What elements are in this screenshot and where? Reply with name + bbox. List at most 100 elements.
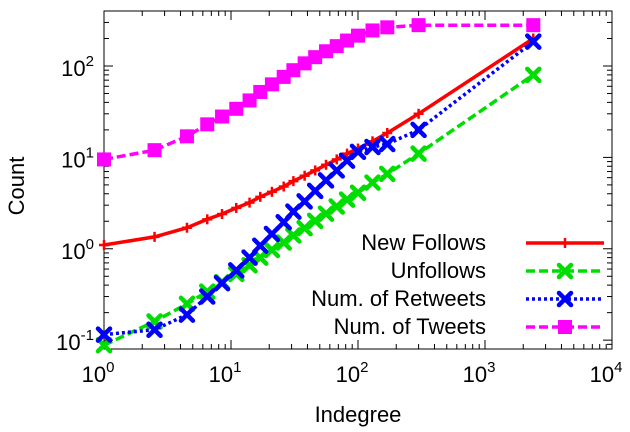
legend-swatch-marker-b (556, 290, 574, 308)
data-point (340, 33, 355, 48)
x-axis-label: Indegree (315, 402, 402, 427)
data-point (264, 77, 279, 92)
data-point-b (349, 143, 367, 161)
data-point (297, 56, 312, 71)
series-layer (95, 18, 542, 354)
data-point (263, 225, 281, 243)
legend-label: Num. of Retweets (311, 286, 486, 311)
data-point-b (328, 198, 345, 215)
data-point (526, 18, 541, 33)
legend-swatch-marker (556, 262, 574, 280)
legend-swatch-marker (558, 320, 572, 334)
data-point (253, 84, 268, 99)
x-tick-exponent: 0 (106, 359, 114, 376)
data-point-b (379, 165, 396, 183)
data-point (319, 44, 334, 59)
y-tick-exponent: -1 (81, 327, 94, 344)
data-point (380, 20, 395, 35)
data-point (317, 205, 335, 222)
x-tick-label: 103 (463, 359, 496, 387)
data-point (286, 63, 301, 78)
x-tick-exponent: 2 (360, 359, 368, 376)
data-point (365, 23, 380, 38)
series-4 (97, 18, 541, 167)
data-point (242, 93, 257, 108)
data-point-b (317, 205, 335, 222)
data-point (525, 33, 542, 50)
data-point (255, 191, 266, 202)
data-point (231, 202, 242, 213)
data-point-b (285, 227, 302, 244)
legend-label: Num. of Tweets (334, 314, 486, 339)
data-point-b (228, 262, 245, 279)
data-point (296, 219, 313, 237)
data-point (310, 165, 321, 176)
data-point (146, 321, 163, 338)
data-point (285, 227, 302, 244)
data-point-b (198, 288, 216, 305)
data-point (525, 66, 542, 84)
data-point-b (228, 265, 245, 283)
y-tick-label: 102 (61, 53, 94, 81)
data-point-b (364, 138, 381, 156)
x-tick-exponent: 1 (233, 359, 241, 376)
x-tick-base: 10 (209, 362, 233, 387)
y-tick-label: 10-1 (56, 327, 94, 355)
data-point (97, 152, 111, 167)
x-tick-label: 104 (590, 359, 623, 387)
x-tick-label: 102 (336, 359, 369, 387)
data-point (95, 326, 113, 343)
series-line (103, 37, 535, 247)
data-point (244, 197, 255, 208)
x-tick-base: 10 (82, 362, 106, 387)
data-point (278, 181, 289, 192)
data-point (379, 135, 396, 153)
data-point (198, 288, 216, 305)
data-point (413, 108, 424, 119)
data-point (288, 176, 299, 187)
legend: New Follows Unfollows Num. of Retweets Num.… (311, 230, 604, 339)
x-tick-exponent: 4 (614, 359, 622, 376)
data-point (147, 143, 162, 158)
data-point-b (525, 33, 542, 50)
data-point-b (525, 66, 542, 84)
legend-swatch-marker (556, 290, 574, 308)
data-point (410, 121, 427, 139)
data-point (228, 262, 245, 279)
data-point (308, 50, 323, 65)
data-point (342, 148, 353, 159)
x-tick-label: 101 (209, 359, 242, 387)
data-point-b (296, 219, 313, 237)
series-3 (95, 33, 542, 343)
data-point (351, 28, 365, 43)
x-tick-base: 10 (590, 362, 614, 387)
y-tick-base: 10 (56, 330, 80, 355)
data-point (181, 222, 192, 233)
data-point (252, 237, 269, 254)
data-point-b (213, 274, 231, 292)
data-point (229, 101, 244, 116)
y-tick-base: 10 (61, 239, 85, 264)
data-point-b (252, 237, 269, 254)
data-point (379, 165, 396, 183)
data-point (215, 109, 230, 124)
data-point (306, 212, 324, 230)
y-tick-exponent: 0 (86, 236, 94, 253)
data-point (149, 231, 160, 242)
y-tick-base: 10 (61, 147, 85, 172)
data-point (263, 241, 281, 259)
data-point-b (364, 174, 381, 191)
legend-label: New Follows (361, 230, 486, 255)
data-point (331, 154, 342, 165)
legend-swatch-marker (560, 238, 570, 248)
y-tick-base: 10 (61, 56, 85, 81)
data-point-b (410, 121, 427, 139)
data-point (213, 274, 231, 292)
data-point-b (349, 184, 367, 202)
x-tick-base: 10 (336, 362, 360, 387)
y-tick-label: 101 (61, 144, 94, 172)
data-point-b (379, 135, 396, 153)
data-point (266, 186, 277, 197)
